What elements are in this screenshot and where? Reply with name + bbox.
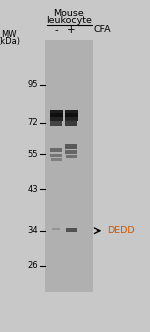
Bar (66, 228, 77, 232)
Bar (45, 40, 93, 292)
Bar (65, 150, 77, 154)
Bar (65, 110, 78, 117)
Text: 43: 43 (28, 185, 38, 194)
Text: 26: 26 (28, 261, 38, 270)
Bar (65, 120, 77, 126)
Text: leukocyte: leukocyte (46, 16, 92, 25)
Text: 55: 55 (28, 150, 38, 159)
Bar (50, 148, 62, 152)
Text: MW: MW (1, 30, 17, 40)
Bar (65, 144, 77, 149)
Text: 95: 95 (28, 80, 38, 89)
Bar (65, 113, 78, 121)
Bar (50, 154, 62, 157)
Text: Mouse: Mouse (54, 9, 84, 18)
Bar (50, 121, 62, 126)
Text: DEDD: DEDD (107, 226, 135, 235)
Bar (50, 113, 63, 121)
Bar (50, 110, 63, 117)
Text: -: - (54, 25, 58, 35)
Bar (52, 228, 60, 230)
Text: +: + (67, 25, 76, 35)
Text: CFA: CFA (94, 25, 112, 35)
Bar (66, 154, 77, 157)
Text: (kDa): (kDa) (0, 37, 21, 46)
Text: 34: 34 (28, 226, 38, 235)
Bar (51, 158, 62, 161)
Text: 72: 72 (28, 118, 38, 127)
